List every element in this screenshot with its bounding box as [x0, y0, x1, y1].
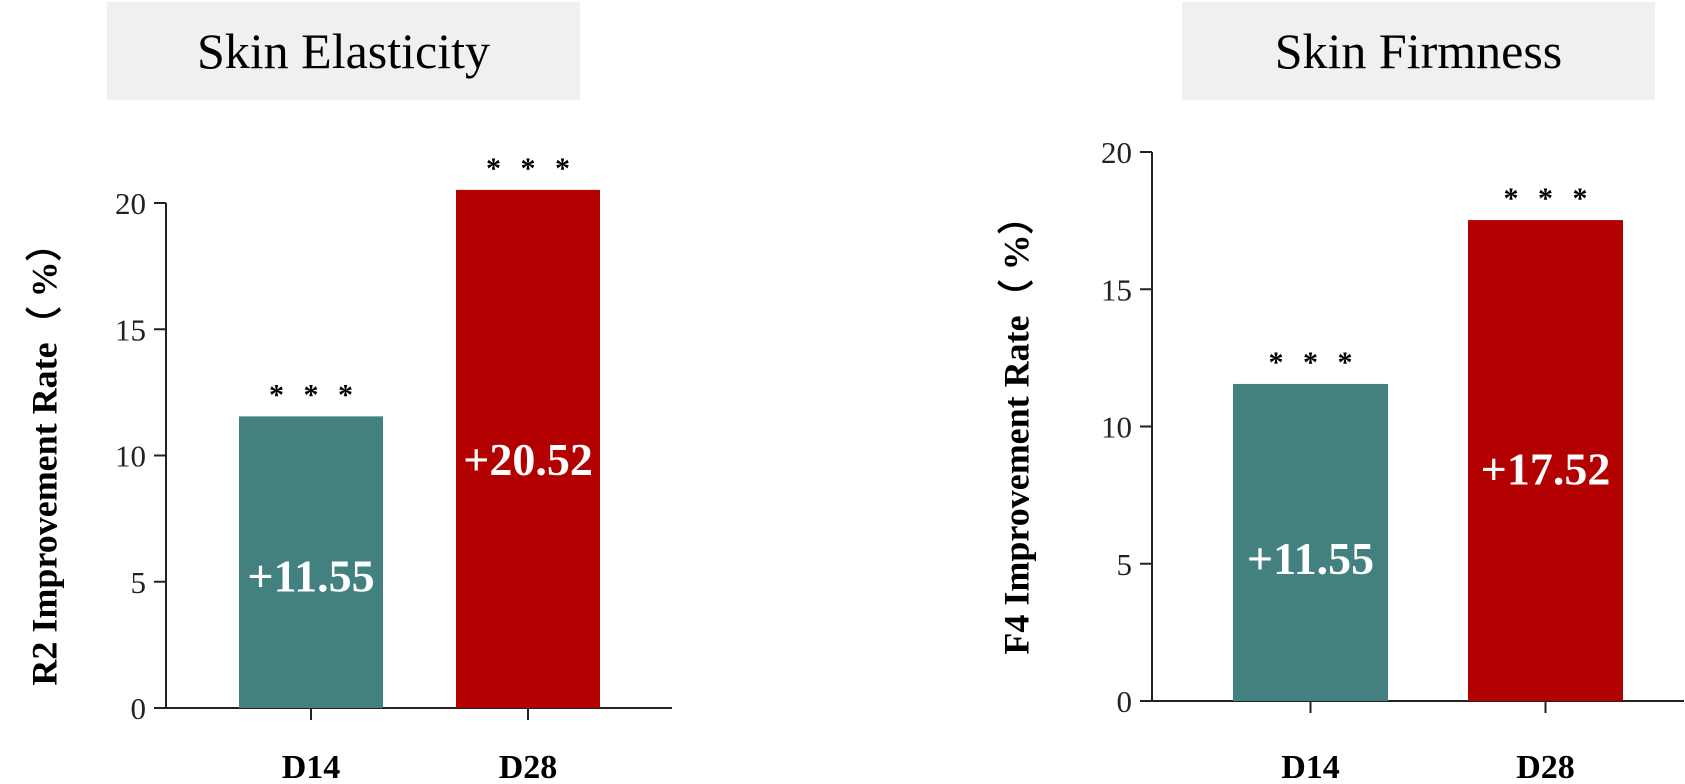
- y-tick-label: 15: [1101, 272, 1132, 307]
- data-label: +11.55: [247, 550, 374, 601]
- x-tick-label: D28: [1516, 749, 1575, 784]
- chart-plot: 0 5 10 15 20 F4 Improvement Rate（ %） D14 * * * +…: [996, 135, 1684, 784]
- chart-skin-elasticity: Skin Elasticity 0 5 10 15 20 R2 Improvement R…: [0, 0, 842, 784]
- x-tick-label: D14: [1281, 749, 1340, 784]
- significance-label: * * *: [269, 378, 359, 411]
- bar: [456, 189, 600, 708]
- chart-plot: 0 5 10 15 20 R2 Improvement Rate（ %） D14 * * * +…: [24, 152, 672, 784]
- bar: [1233, 383, 1388, 701]
- data-label: +17.52: [1481, 444, 1611, 495]
- y-axis-label: F4 Improvement Rate（ %）: [996, 198, 1036, 654]
- y-tick-label: 0: [1117, 684, 1133, 719]
- y-tick-label: 0: [131, 691, 147, 726]
- data-label: +11.55: [1247, 533, 1374, 584]
- y-tick-label: 20: [1101, 135, 1132, 170]
- bar: [239, 416, 383, 708]
- y-tick-label: 20: [115, 186, 146, 221]
- significance-label: * * *: [486, 152, 576, 185]
- chart-skin-firmness: Skin Firmness 0 5 10 15 20 F4 Improvement Rat…: [842, 0, 1684, 784]
- chart-title: Skin Firmness: [1182, 2, 1655, 100]
- bar: [1468, 220, 1623, 702]
- y-tick-label: 10: [1101, 410, 1132, 445]
- x-tick-label: D28: [499, 749, 558, 784]
- data-label: +20.52: [463, 434, 593, 485]
- significance-label: * * *: [1269, 346, 1359, 379]
- y-tick-label: 10: [115, 439, 146, 474]
- y-tick-label: 15: [115, 312, 146, 347]
- y-tick-label: 5: [1117, 547, 1133, 582]
- significance-label: * * *: [1504, 182, 1594, 215]
- y-tick-label: 5: [131, 565, 147, 600]
- chart-title: Skin Elasticity: [107, 2, 580, 100]
- x-tick-label: D14: [282, 749, 341, 784]
- y-axis-label: R2 Improvement Rate（ %）: [24, 225, 64, 685]
